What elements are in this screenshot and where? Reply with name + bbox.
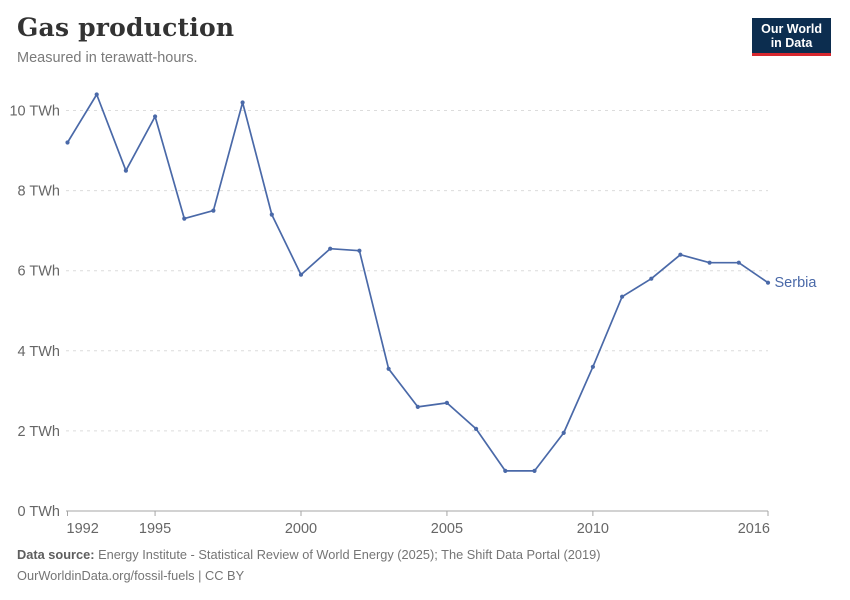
series-point[interactable]	[94, 92, 99, 97]
series-point[interactable]	[474, 426, 479, 431]
series-point[interactable]	[298, 272, 304, 277]
series-point[interactable]	[240, 100, 245, 105]
series-point[interactable]	[269, 212, 274, 217]
owid-logo-line2: in Data	[770, 36, 813, 50]
series-point[interactable]	[328, 246, 333, 251]
series-point[interactable]	[415, 404, 420, 409]
y-axis-tick-label: 10 TWh	[9, 104, 60, 120]
series-point[interactable]	[182, 216, 187, 221]
x-axis-tick-label: 2010	[577, 521, 609, 537]
series-point[interactable]	[153, 114, 158, 119]
y-axis-tick-label: 8 TWh	[18, 184, 60, 200]
x-axis-tick-label: 2016	[738, 521, 770, 537]
series-point[interactable]	[707, 260, 712, 265]
data-source-label: Data source:	[17, 547, 95, 562]
series-point[interactable]	[444, 400, 449, 405]
series-point[interactable]	[386, 366, 391, 371]
entity-label-serbia: Serbia	[775, 275, 818, 291]
series-point[interactable]	[532, 468, 537, 473]
series-point[interactable]	[620, 294, 625, 299]
series-point[interactable]	[649, 276, 654, 281]
chart-header: Gas production Measured in terawatt-hour…	[17, 13, 234, 66]
series-point[interactable]	[765, 280, 771, 285]
page-title: Gas production	[17, 13, 235, 42]
y-axis-tick-label: 0 TWh	[18, 504, 60, 520]
data-source-text: Energy Institute - Statistical Review of…	[94, 547, 601, 562]
series-point[interactable]	[678, 252, 683, 257]
x-axis-tick-label: 1992	[67, 521, 99, 537]
series-point[interactable]	[736, 260, 741, 265]
series-line-serbia[interactable]	[66, 93, 769, 472]
y-axis-tick-label: 4 TWh	[18, 344, 60, 360]
owid-logo[interactable]: Our World in Data	[752, 18, 831, 56]
series-point[interactable]	[503, 468, 508, 473]
data-source-line: Data source: Energy Institute - Statisti…	[17, 544, 600, 565]
series-point[interactable]	[561, 430, 566, 435]
series-point[interactable]	[357, 248, 362, 253]
x-axis-tick-label: 2005	[431, 521, 463, 537]
y-axis-tick-label: 2 TWh	[18, 424, 60, 440]
x-axis-tick-label: 1995	[139, 521, 171, 537]
owid-logo-line1: Our World	[761, 22, 822, 36]
x-axis-tick-label: 2000	[285, 521, 317, 537]
series-point[interactable]	[590, 364, 596, 369]
series-point[interactable]	[65, 140, 70, 145]
series-point[interactable]	[123, 168, 128, 173]
y-axis-tick-label: 6 TWh	[18, 264, 60, 280]
license-line: OurWorldinData.org/fossil-fuels | CC BY	[17, 568, 245, 583]
series-point[interactable]	[211, 208, 216, 213]
page-subtitle: Measured in terawatt-hours.	[17, 50, 198, 66]
chart-footer: Data source: Energy Institute - Statisti…	[17, 544, 600, 586]
